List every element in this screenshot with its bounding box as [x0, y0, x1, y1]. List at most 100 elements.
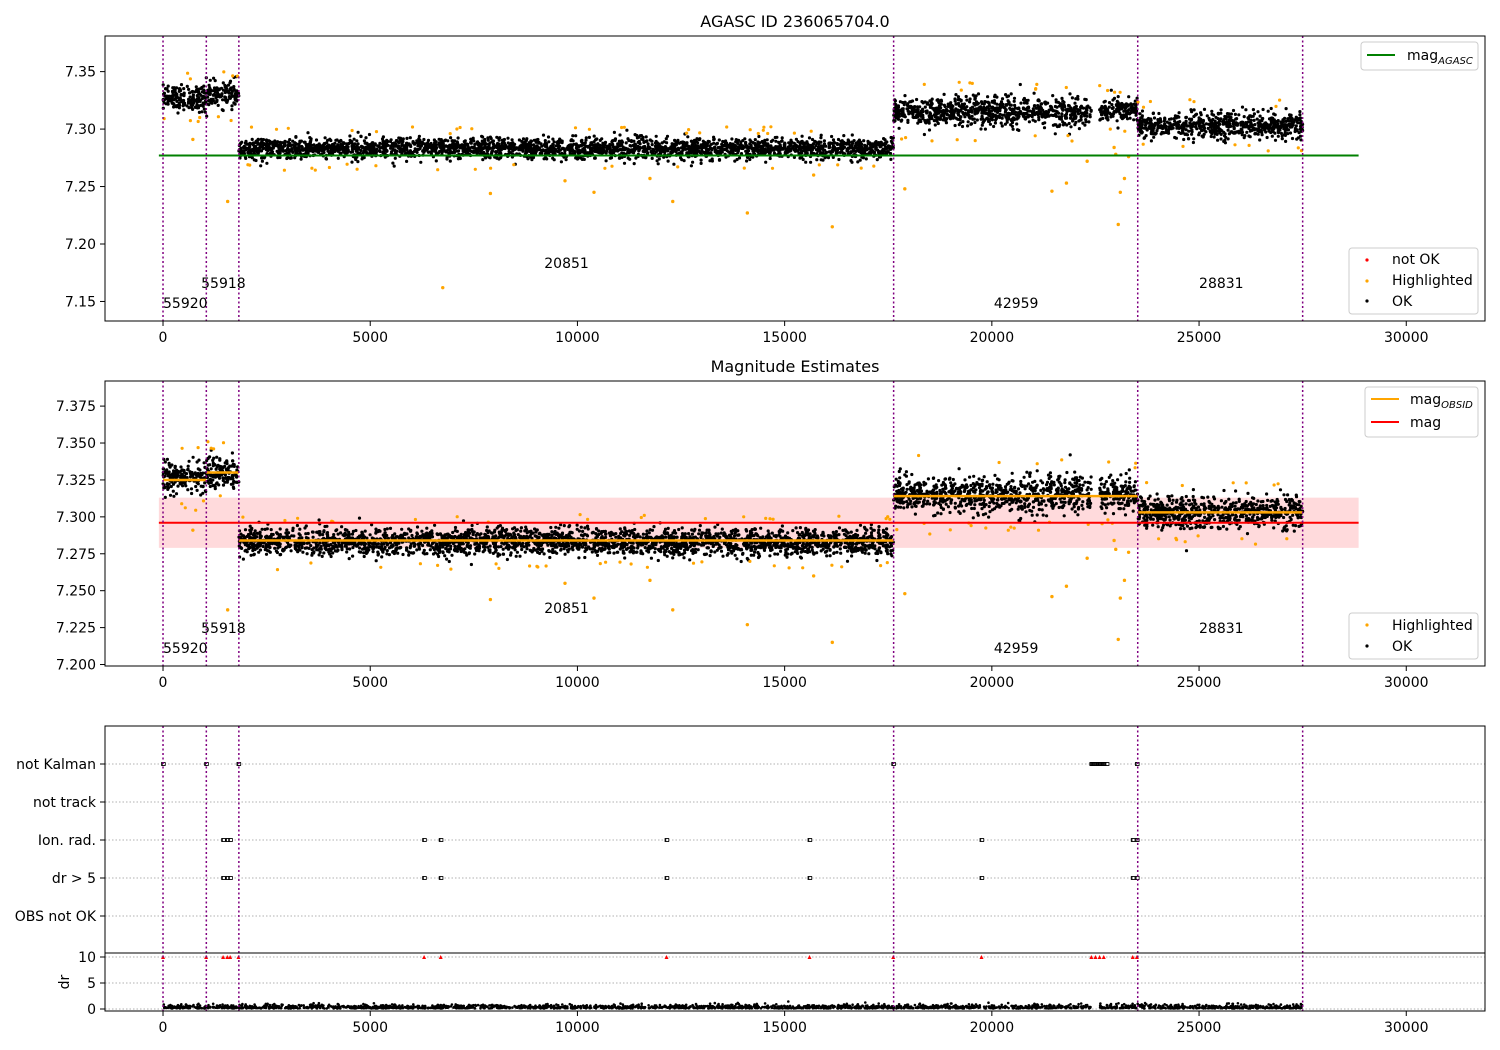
ok-point [807, 143, 811, 147]
ok-point [953, 99, 957, 103]
ok-point [851, 141, 855, 145]
ok-point [324, 156, 328, 161]
ok-point [1171, 126, 1175, 130]
ok-point [521, 137, 526, 141]
ok-point [212, 76, 216, 80]
ok-point [995, 95, 999, 99]
highlighted-point [742, 166, 746, 170]
ok-point [819, 136, 823, 140]
ok-point [456, 136, 460, 140]
ok-point [170, 95, 174, 99]
ok-point [1254, 132, 1258, 136]
ok-point [1209, 122, 1213, 126]
ok-point [972, 117, 976, 121]
ok-point [889, 139, 894, 143]
agasc-panel: AGASC ID 236065704.0 5592055918208514295… [65, 12, 1486, 346]
ok-point [1296, 121, 1300, 125]
ok-point [350, 160, 354, 164]
ok-point [582, 157, 586, 161]
ok-point [171, 482, 176, 486]
legend-label-not-ok: not OK [1392, 252, 1440, 268]
ok-point [1099, 117, 1103, 121]
obsid-label: 55920 [163, 296, 208, 312]
ok-point [935, 119, 939, 123]
ok-point [659, 147, 663, 151]
ok-point [622, 161, 627, 165]
ok-point [564, 158, 568, 162]
obsid-label: 42959 [994, 296, 1039, 312]
ok-point [286, 151, 290, 155]
highlighted-point [1278, 98, 1282, 102]
ok-point [224, 86, 229, 90]
ok-point [166, 84, 170, 88]
ok-point [260, 159, 264, 163]
ok-point [481, 135, 485, 139]
ok-point [468, 146, 472, 150]
highlighted-point [410, 125, 415, 129]
ok-point [959, 99, 963, 103]
ok-point [481, 158, 485, 162]
ok-point [172, 494, 176, 498]
ok-point [183, 475, 187, 479]
ok-point [415, 150, 419, 154]
x-tick-label: 25000 [1177, 330, 1222, 346]
ok-point [1027, 120, 1031, 124]
ok-point [1291, 120, 1296, 124]
ok-point [757, 148, 761, 152]
ok-point [691, 160, 695, 164]
ok-point [1042, 126, 1047, 130]
ok-point [1071, 110, 1076, 114]
ok-point [517, 138, 522, 142]
ok-point [498, 147, 502, 151]
legend-marker-ok [1365, 299, 1369, 303]
ok-point [1232, 124, 1236, 129]
ok-point [1182, 137, 1186, 142]
ok-point [264, 143, 268, 147]
ok-point [219, 94, 223, 99]
ok-point [730, 137, 734, 141]
ok-point [618, 133, 622, 137]
ok-point [1139, 130, 1143, 134]
ok-point [483, 137, 487, 142]
ok-point [394, 151, 398, 155]
ok-point [534, 140, 538, 144]
ok-point [1199, 113, 1203, 117]
highlighted-point [345, 162, 349, 166]
ok-point [1149, 132, 1153, 136]
highlighted-outlier [225, 199, 230, 204]
ok-point [960, 124, 965, 129]
ok-point [701, 145, 706, 149]
ok-point [1271, 130, 1275, 134]
ok-point [392, 164, 396, 168]
ok-point [167, 461, 171, 465]
highlighted-point [1113, 90, 1117, 94]
highlighted-point [327, 165, 331, 170]
ok-point [281, 145, 285, 149]
ok-point [775, 135, 779, 139]
ok-point [1168, 121, 1172, 125]
ok-point [986, 117, 990, 121]
ok-point [168, 493, 173, 497]
ok-point [350, 150, 355, 154]
ok-point [497, 136, 501, 140]
ok-point [894, 104, 898, 108]
ok-point [705, 142, 709, 146]
highlighted-point [436, 168, 440, 172]
ok-point [819, 140, 823, 144]
ok-point [1138, 112, 1142, 116]
ok-point [927, 128, 932, 132]
ok-point [575, 147, 579, 151]
ok-point [663, 145, 668, 149]
ok-point [448, 159, 452, 163]
ok-point [565, 146, 569, 150]
ok-point [196, 100, 200, 104]
ok-point [633, 133, 637, 137]
ok-point [699, 158, 703, 162]
ok-point [1245, 130, 1249, 134]
ok-point [632, 139, 636, 143]
ok-point [917, 118, 921, 122]
ok-point [792, 148, 796, 152]
ok-point [172, 86, 176, 90]
ok-point [962, 102, 967, 106]
ok-point [959, 105, 963, 109]
